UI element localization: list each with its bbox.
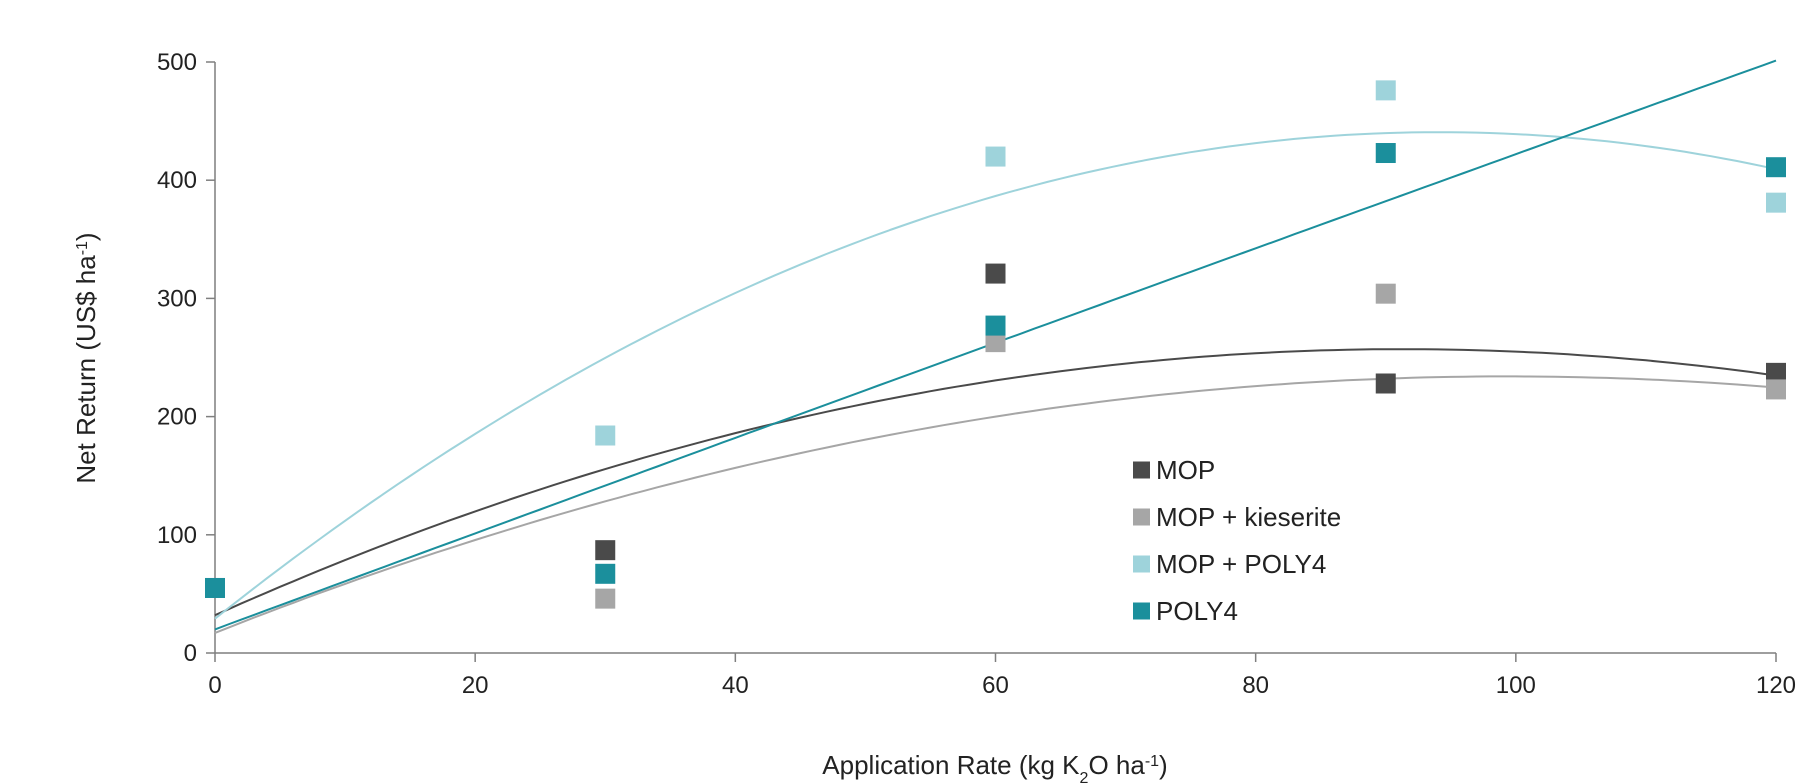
point-mop-kieserite xyxy=(1766,379,1786,400)
point-mop-kieserite xyxy=(1375,283,1396,304)
legend-label-mop-poly4: MOP + POLY4 xyxy=(1156,549,1326,579)
x-tick-label: 0 xyxy=(208,672,221,699)
trendlines xyxy=(214,59,1777,634)
x-ticks: 0 20 40 60 80 100 120 xyxy=(208,653,1796,699)
point-mop-poly4 xyxy=(985,146,1006,167)
point-mop-kieserite xyxy=(595,588,616,609)
point-mop-poly4 xyxy=(1766,192,1786,213)
point-mop xyxy=(1766,362,1786,383)
legend-label-mop-kieserite: MOP + kieserite xyxy=(1156,502,1341,532)
y-tick-label: 400 xyxy=(157,167,197,194)
x-tick-label: 40 xyxy=(722,672,749,699)
y-tick-label: 300 xyxy=(157,285,197,312)
legend: MOP MOP + kieserite MOP + POLY4 POLY4 xyxy=(1133,455,1341,626)
y-tick-label: 100 xyxy=(157,522,197,549)
point-mop xyxy=(985,263,1006,284)
x-tick-label: 120 xyxy=(1756,672,1796,699)
x-axis-title-main: Application Rate (kg K xyxy=(822,750,1080,780)
legend-swatch-mop xyxy=(1133,461,1150,479)
trendline-mop xyxy=(214,348,1777,617)
x-axis-title-superscript: -1 xyxy=(1145,753,1159,770)
y-tick-label: 0 xyxy=(184,640,197,667)
legend-swatch-poly4 xyxy=(1133,602,1150,620)
point-poly4 xyxy=(1766,157,1786,178)
x-axis-title: Application Rate (kg K2O ha-1) xyxy=(822,750,1167,783)
x-axis-title-subscript: 2 xyxy=(1080,770,1089,783)
data-points xyxy=(205,80,1786,609)
point-mop-poly4 xyxy=(595,425,616,446)
y-axis-title-superscript: -1 xyxy=(74,241,91,255)
legend-label-mop: MOP xyxy=(1156,455,1215,485)
point-mop xyxy=(1375,373,1396,394)
x-tick-label: 100 xyxy=(1496,672,1536,699)
point-poly4 xyxy=(205,577,225,598)
y-tick-label: 200 xyxy=(157,404,197,431)
trendline-mop-kieserite xyxy=(214,375,1777,634)
y-tick-label: 500 xyxy=(157,49,197,76)
x-tick-label: 80 xyxy=(1242,672,1269,699)
y-axis-title-main: Net Return (US$ ha xyxy=(71,255,101,484)
legend-label-poly4: POLY4 xyxy=(1156,596,1238,626)
x-axis-title-middle: O ha xyxy=(1088,750,1145,780)
x-axis-title-end: ) xyxy=(1159,750,1168,780)
point-poly4 xyxy=(595,563,616,584)
point-mop xyxy=(595,540,616,561)
point-poly4 xyxy=(985,315,1006,336)
legend-swatch-mop-poly4 xyxy=(1133,555,1150,573)
y-axis-title-end: ) xyxy=(71,232,101,241)
x-tick-label: 60 xyxy=(982,672,1009,699)
point-poly4 xyxy=(1375,143,1396,164)
point-mop-poly4 xyxy=(1375,80,1396,101)
trendline-mop-poly4 xyxy=(214,131,1777,620)
y-axis-title: Net Return (US$ ha-1) xyxy=(71,232,101,483)
point-mop-kieserite xyxy=(985,332,1006,353)
legend-swatch-mop-kieserite xyxy=(1133,508,1150,526)
x-tick-label: 20 xyxy=(462,672,489,699)
y-ticks: 0 100 200 300 400 500 xyxy=(157,49,215,667)
